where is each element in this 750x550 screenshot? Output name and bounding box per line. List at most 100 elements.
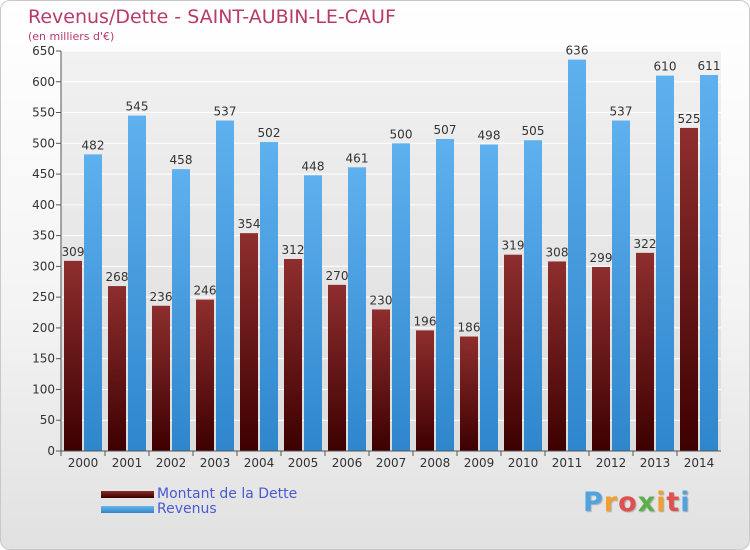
x-tick-label: 2006 <box>332 456 363 470</box>
debt-bar <box>504 254 522 451</box>
debt-bar <box>328 284 346 451</box>
legend-label-revenus: Revenus <box>157 501 217 517</box>
logo-letter: o <box>618 487 638 518</box>
debt-value-label: 299 <box>590 251 613 265</box>
revenus-bar <box>436 139 454 451</box>
y-tick-label: 450 <box>32 167 55 181</box>
debt-bar <box>636 252 654 451</box>
revenus-value-label: 505 <box>522 124 545 138</box>
debt-bar <box>152 305 170 451</box>
y-tick-label: 350 <box>32 229 55 243</box>
revenus-value-label: 482 <box>82 138 105 152</box>
revenus-bar <box>348 167 366 452</box>
revenus-value-label: 537 <box>214 105 237 119</box>
logo-letter: i <box>656 487 667 518</box>
debt-value-label: 268 <box>106 270 129 284</box>
legend-swatch-debt <box>101 491 154 498</box>
revenus-value-label: 636 <box>566 44 589 58</box>
revenus-bar <box>656 75 674 451</box>
debt-value-label: 186 <box>458 321 481 335</box>
debt-bar <box>196 299 214 451</box>
y-tick-label: 150 <box>32 352 55 366</box>
revenus-value-label: 458 <box>170 153 193 167</box>
debt-bar <box>680 127 698 451</box>
y-tick-label: 400 <box>32 198 55 212</box>
revenus-bar <box>612 120 630 452</box>
revenus-value-label: 500 <box>390 127 413 141</box>
debt-value-label: 308 <box>546 245 569 259</box>
logo-letter: x <box>637 487 657 518</box>
x-tick-label: 2012 <box>596 456 627 470</box>
y-tick-label: 50 <box>40 413 55 427</box>
revenus-bar <box>172 169 190 451</box>
revenus-bar <box>480 144 498 452</box>
revenus-value-label: 545 <box>126 100 149 114</box>
debt-value-label: 270 <box>326 269 349 283</box>
y-tick-label: 500 <box>32 136 55 150</box>
x-tick-label: 2010 <box>508 456 539 470</box>
debt-bar <box>592 267 610 451</box>
x-tick-label: 2009 <box>464 456 495 470</box>
revenus-value-label: 461 <box>346 151 369 165</box>
debt-value-label: 309 <box>62 245 85 259</box>
debt-bar <box>284 259 302 451</box>
x-tick-label: 2011 <box>552 456 583 470</box>
revenus-bar <box>524 140 542 451</box>
revenus-value-label: 611 <box>698 59 721 73</box>
debt-bar <box>416 330 434 451</box>
x-tick-label: 2000 <box>68 456 99 470</box>
debt-value-label: 322 <box>634 237 657 251</box>
revenus-bar <box>84 154 102 451</box>
revenus-value-label: 502 <box>258 126 281 140</box>
revenus-bar <box>304 175 322 452</box>
chart-subtitle: (en milliers d'€) <box>28 30 115 43</box>
proxiti-logo: Proxiti <box>583 487 691 518</box>
revenus-bar <box>128 115 146 451</box>
legend-swatch-revenus <box>101 506 154 513</box>
revenus-value-label: 507 <box>434 123 457 137</box>
x-tick-label: 2008 <box>420 456 451 470</box>
debt-bar <box>548 261 566 451</box>
legend-label-debt: Montant de la Dette <box>157 486 298 502</box>
y-tick-label: 100 <box>32 382 55 396</box>
revenus-value-label: 537 <box>610 105 633 119</box>
x-tick-label: 2007 <box>376 456 407 470</box>
logo-letter: P <box>583 487 604 518</box>
debt-bar <box>108 286 126 451</box>
x-tick-label: 2004 <box>244 456 275 470</box>
x-tick-label: 2014 <box>684 456 715 470</box>
debt-value-label: 246 <box>194 284 217 298</box>
revenus-value-label: 498 <box>478 129 501 143</box>
debt-value-label: 354 <box>238 217 261 231</box>
debt-value-label: 196 <box>414 314 437 328</box>
revenus-bar <box>216 120 234 452</box>
revenus-value-label: 448 <box>302 159 325 173</box>
revenus-value-label: 610 <box>654 60 677 74</box>
debt-value-label: 236 <box>150 290 173 304</box>
y-tick-label: 0 <box>47 444 55 458</box>
x-tick-label: 2003 <box>200 456 231 470</box>
plot-area <box>61 51 721 451</box>
debt-value-label: 312 <box>282 243 305 257</box>
y-tick-label: 600 <box>32 75 55 89</box>
revenus-bar <box>260 142 278 452</box>
y-tick-label: 250 <box>32 290 55 304</box>
y-tick-label: 300 <box>32 259 55 273</box>
logo-letter: r <box>603 487 619 518</box>
revenus-bar <box>568 59 586 451</box>
x-tick-label: 2013 <box>640 456 671 470</box>
debt-value-label: 525 <box>678 112 701 126</box>
y-tick-label: 200 <box>32 321 55 335</box>
x-tick-label: 2001 <box>112 456 143 470</box>
revenus-bar <box>700 75 718 451</box>
chart-title: Revenus/Dette - SAINT-AUBIN-LE-CAUF <box>28 6 396 28</box>
debt-value-label: 230 <box>370 293 393 307</box>
debt-value-label: 319 <box>502 239 525 253</box>
x-tick-label: 2005 <box>288 456 319 470</box>
debt-bar <box>372 309 390 451</box>
revenus-bar <box>392 143 410 452</box>
debt-bar <box>240 233 258 451</box>
y-tick-label: 650 <box>32 44 55 58</box>
